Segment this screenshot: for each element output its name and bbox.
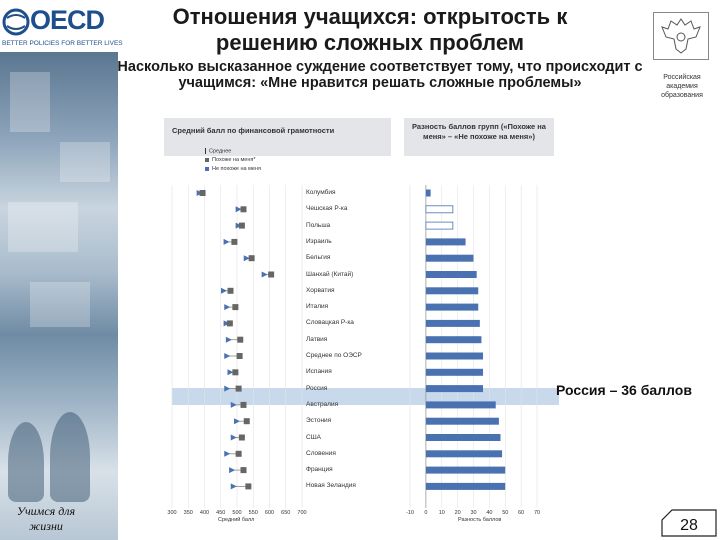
country-label: Россия: [306, 384, 328, 392]
left-tick-label: 350: [183, 510, 193, 516]
right-tick-label: 10: [438, 510, 445, 516]
emblem-box: [653, 12, 709, 60]
left-tick-label: 400: [199, 510, 210, 516]
right-tick-label: 60: [518, 510, 525, 516]
oecd-globe-icon: [2, 8, 30, 36]
russia-callout: Россия – 36 баллов: [556, 382, 692, 398]
legend-item-like-me: Похоже на меня*: [205, 157, 256, 163]
left-tick-label: 550: [248, 510, 258, 516]
country-label: США: [306, 433, 321, 441]
country-label: Италия: [306, 303, 329, 311]
right-tick-label: 40: [486, 510, 493, 516]
country-label: Словения: [306, 449, 336, 457]
country-label: Колумбия: [306, 189, 336, 196]
left-tick-label: 450: [216, 510, 226, 516]
left-tick-label: 500: [232, 510, 242, 516]
emblem-caption: Российская академия образования: [661, 74, 703, 99]
oecd-wordmark: OECD: [30, 5, 105, 35]
chart-frame: Средний балл по финансовой грамотности Р…: [160, 118, 560, 528]
right-tick-label: 30: [470, 510, 477, 516]
country-label: Шанхай (Китай): [306, 270, 354, 278]
right-tick-label: 50: [502, 510, 509, 516]
page-number-box: 28: [660, 508, 718, 538]
country-label: Франция: [306, 466, 333, 474]
country-label: Латвия: [306, 335, 328, 343]
right-tick-label: -10: [406, 510, 414, 516]
right-tick-label: 20: [454, 510, 461, 516]
russia-highlight-row: [172, 388, 559, 405]
country-label: Израиль: [306, 237, 332, 245]
oecd-tagline: BETTER POLICIES FOR BETTER LIVES: [2, 40, 123, 47]
right-tick-label: 0: [424, 510, 428, 516]
left-axis-title: Средний балл: [218, 517, 255, 523]
decorative-photo-strip: Учимся для жизни: [0, 52, 118, 540]
slide-subtitle: Насколько высказанное суждение соответст…: [117, 59, 643, 91]
left-tick-label: 300: [167, 510, 177, 516]
left-tick-label: 600: [264, 510, 275, 516]
right-tick-label: 70: [533, 510, 541, 516]
country-label: Словацкая Р-ка: [306, 319, 354, 327]
country-label: Хорватия: [306, 286, 335, 294]
country-label: Бельгия: [306, 254, 331, 262]
right-axis-title: Разность баллов: [458, 517, 502, 523]
left-tick-label: 650: [281, 510, 291, 516]
page-corner-icon: [661, 509, 717, 537]
oecd-logo: OECD BETTER POLICIES FOR BETTER LIVES: [2, 2, 123, 50]
page-number: 28: [680, 517, 698, 534]
left-caption: Учимся для жизни: [16, 504, 76, 533]
legend-item-mean: Среднее: [205, 148, 231, 154]
country-label: Новая Зеландия: [306, 482, 356, 490]
country-label: Австралия: [306, 400, 339, 408]
country-label: Польша: [306, 221, 331, 229]
right-panel-title: Разность баллов групп («Похоже на меня» …: [404, 118, 554, 156]
country-label: Среднее по ОЭСР: [306, 352, 362, 359]
country-label: Испания: [306, 368, 332, 376]
left-tick-label: 700: [297, 510, 307, 516]
left-panel-title: Средний балл по финансовой грамотности: [164, 118, 391, 156]
country-label: Эстония: [306, 417, 332, 425]
double-eagle-icon: [661, 18, 701, 54]
country-label: Чешская Р-ка: [306, 205, 348, 213]
slide-title: Отношения учащихся: открытость к решению…: [172, 4, 568, 55]
legend-item-not-like-me: Не похоже на меня: [205, 166, 261, 172]
